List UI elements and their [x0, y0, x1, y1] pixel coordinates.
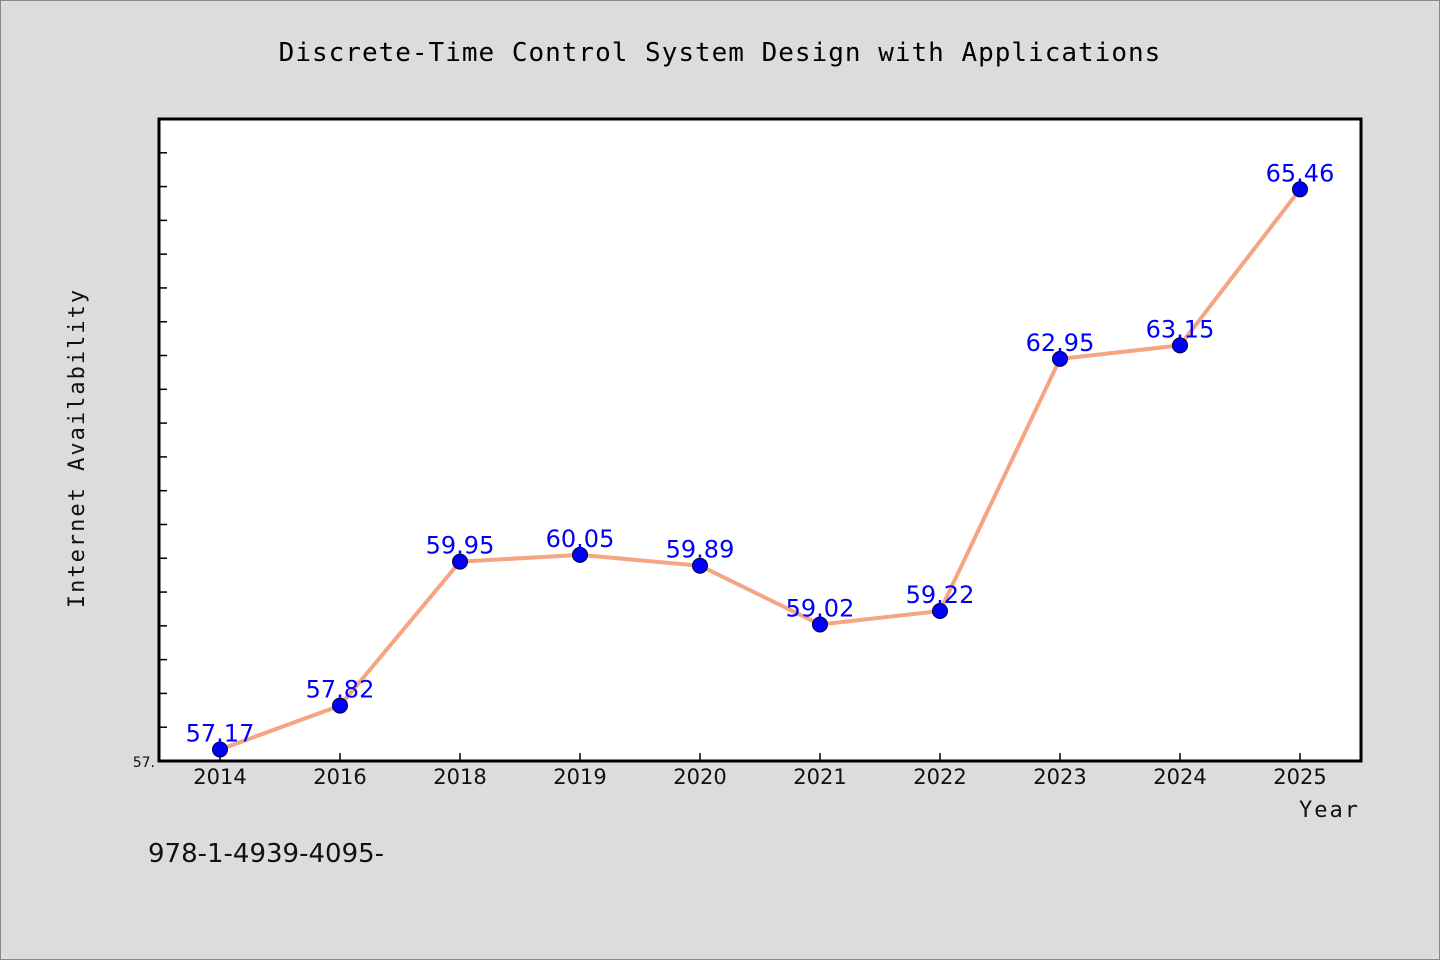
x-tick-label: 2014 [193, 765, 246, 789]
data-label: 60.05 [546, 525, 615, 553]
data-point [932, 602, 948, 619]
data-label: 65.46 [1266, 159, 1335, 187]
plot-area [157, 117, 1363, 763]
footer-isbn: 978-1-4939-4095- [148, 839, 384, 869]
x-tick-label: 2016 [313, 765, 366, 789]
data-label: 59.02 [786, 594, 855, 622]
series-line-group [219, 188, 1302, 752]
x-tick-label: 2022 [913, 765, 966, 789]
y-axis-label: Internet Availability [65, 288, 90, 608]
data-point [332, 697, 348, 714]
data-point [1052, 350, 1068, 367]
data-point [812, 616, 828, 633]
y-axis-minor-ticks [159, 152, 167, 728]
x-tick-label: 2024 [1153, 765, 1206, 789]
x-tick-label: 2018 [433, 765, 486, 789]
data-point [452, 553, 468, 570]
x-tick-label: 2021 [793, 765, 846, 789]
series-points-group [212, 181, 1308, 758]
data-label: 59.95 [426, 532, 495, 560]
data-point [572, 546, 588, 563]
data-label: 59.22 [906, 581, 975, 609]
data-point [212, 741, 228, 758]
x-tick-label: 2020 [673, 765, 726, 789]
data-label: 57.82 [306, 676, 375, 704]
x-tick-label: 2019 [553, 765, 606, 789]
series-line [219, 188, 1302, 752]
data-label: 62.95 [1026, 329, 1095, 357]
y-tick-label: 57. [133, 755, 155, 771]
x-axis-label: Year [1299, 798, 1360, 823]
data-point [1292, 181, 1308, 198]
data-label: 59.89 [666, 536, 735, 564]
data-label: 57.17 [186, 720, 255, 748]
data-point [1172, 337, 1188, 354]
x-tick-label: 2023 [1033, 765, 1086, 789]
chart-title: Discrete-Time Control System Design with… [279, 38, 1162, 68]
data-label: 63.15 [1146, 315, 1215, 343]
data-labels-group: 57.17 57.82 59.95 60.05 59.89 59.02 59.22 62.95… [186, 159, 1335, 747]
data-point [692, 557, 708, 574]
x-tick-label: 2025 [1273, 765, 1326, 789]
